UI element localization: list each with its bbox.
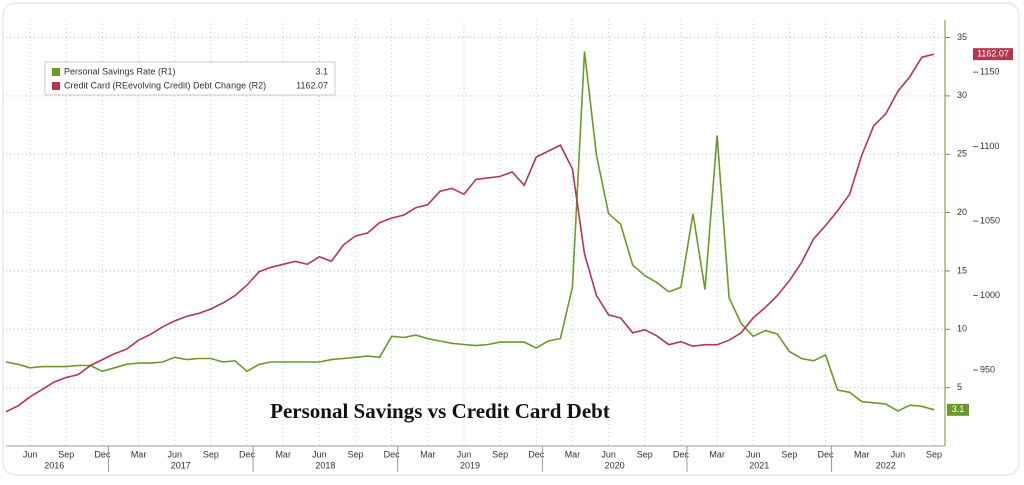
x-tick-label: Dec <box>528 449 545 459</box>
legend-value: 3.1 <box>315 66 328 76</box>
x-tick-label: Dec <box>384 449 401 459</box>
x-tick-label: Sep <box>926 449 942 459</box>
x-tick-label: Jun <box>746 449 761 459</box>
frame <box>2 2 1020 476</box>
last-value-label: 3.1 <box>952 404 965 414</box>
year-label: 2019 <box>460 460 480 470</box>
x-tick-label: Dec <box>818 449 835 459</box>
series-line <box>5 53 935 413</box>
y2-tick-label: 1050 <box>980 215 1000 225</box>
x-tick-label: Mar <box>854 449 870 459</box>
y2-tick-label: 1100 <box>980 141 999 151</box>
x-tick-label: Jun <box>23 449 38 459</box>
x-tick-label: Mar <box>275 449 291 459</box>
year-label: 2016 <box>44 460 64 470</box>
x-tick-label: Dec <box>673 449 690 459</box>
y-tick-label: 30 <box>957 90 967 100</box>
x-tick-label: Sep <box>781 449 797 459</box>
y-tick-label: 15 <box>957 265 967 275</box>
series-line <box>5 51 935 412</box>
x-tick-label: Sep <box>492 449 508 459</box>
x-tick-label: Sep <box>58 449 74 459</box>
year-label: 2020 <box>605 460 625 470</box>
legend-value: 1162.07 <box>296 80 328 90</box>
legend-swatch <box>52 68 60 76</box>
x-tick-label: Mar <box>131 449 147 459</box>
year-label: 2021 <box>749 460 769 470</box>
x-tick-label: Sep <box>203 449 219 459</box>
x-tick-label: Mar <box>420 449 436 459</box>
x-tick-label: Dec <box>239 449 256 459</box>
x-tick-label: Jun <box>891 449 906 459</box>
legend-label: Personal Savings Rate (R1) <box>64 66 176 76</box>
last-value-label: 1162.07 <box>977 49 1009 59</box>
x-tick-label: Mar <box>709 449 725 459</box>
last-value-badge <box>973 48 1013 61</box>
x-tick-label: Sep <box>347 449 363 459</box>
x-tick-label: Jun <box>457 449 472 459</box>
y2-tick-label: 950 <box>980 364 995 374</box>
legend-box <box>44 61 336 96</box>
x-tick-label: Mar <box>565 449 581 459</box>
chart-title: Personal Savings vs Credit Card Debt <box>270 399 610 423</box>
x-tick-label: Sep <box>637 449 653 459</box>
y2-tick-label: 1000 <box>980 290 1000 300</box>
year-label: 2018 <box>315 460 335 470</box>
year-label: 2022 <box>876 460 896 470</box>
y-tick-label: 10 <box>957 324 967 334</box>
x-tick-label: Dec <box>94 449 111 459</box>
y-tick-label: 25 <box>957 149 967 159</box>
x-tick-label: Jun <box>312 449 327 459</box>
legend-swatch <box>52 82 60 90</box>
x-tick-label: Jun <box>601 449 616 459</box>
y-tick-label: 5 <box>957 382 962 392</box>
year-label: 2017 <box>171 460 191 470</box>
y-tick-label: 20 <box>957 207 967 217</box>
y-tick-label: 35 <box>957 32 967 42</box>
last-value-badge <box>947 403 969 416</box>
legend-label: Credit Card (REevolving Credit) Debt Cha… <box>64 80 266 90</box>
x-tick-label: Jun <box>167 449 182 459</box>
y2-tick-label: 1150 <box>980 67 999 77</box>
